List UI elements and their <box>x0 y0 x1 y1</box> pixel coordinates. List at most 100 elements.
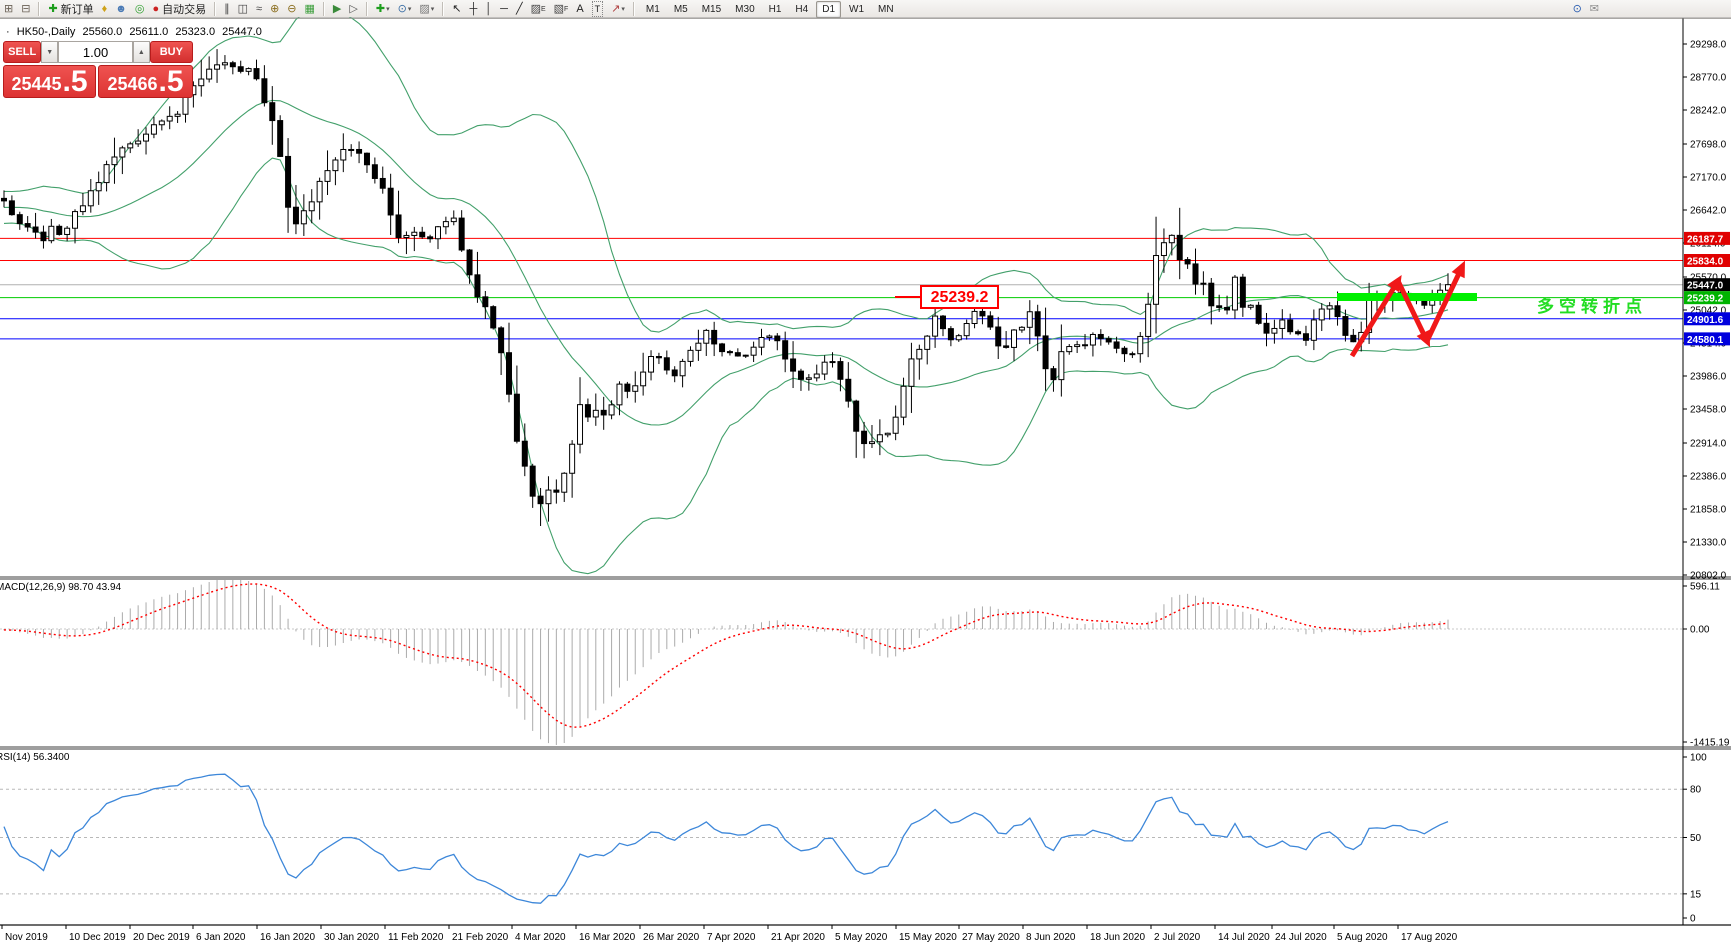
search-icon[interactable]: ⊙ <box>1570 1 1585 17</box>
vertical-line-button[interactable]: │ <box>482 1 495 17</box>
community-chat-icon[interactable]: ✉ <box>1587 1 1602 17</box>
indicators-button[interactable]: ✚ ▾ <box>373 1 393 17</box>
text-label-button[interactable]: T <box>589 1 607 17</box>
timeframe-button-h1[interactable]: H1 <box>768 3 782 15</box>
candle-body <box>206 68 213 80</box>
candle-body <box>726 351 733 354</box>
rsi-tick-label: 15 <box>1690 889 1702 900</box>
zoom-in-button[interactable]: ⊕ <box>267 1 282 17</box>
horizontal-line-button[interactable]: ─ <box>497 1 511 17</box>
candle-body <box>395 214 402 239</box>
dropdown-caret-icon[interactable]: ▾ <box>386 6 390 13</box>
candle-body <box>963 323 970 337</box>
zoom-out-button[interactable]: ⊖ <box>284 1 299 17</box>
volume-input[interactable]: 1.00 <box>58 41 133 63</box>
candle-body <box>292 206 299 225</box>
price-tick-label: 20802.0 <box>1690 571 1727 582</box>
buy-button[interactable]: BUY <box>149 41 193 63</box>
timeframe-button-mn[interactable]: MN <box>878 3 894 15</box>
timeframe-button-m1[interactable]: M1 <box>645 3 660 15</box>
line-chart-style-button[interactable]: ≈ <box>253 1 265 17</box>
timeframe-button-d1[interactable]: D1 <box>816 0 842 18</box>
candle-body <box>529 465 536 497</box>
dropdown-caret-icon[interactable]: ▾ <box>407 6 412 13</box>
volume-increase-button[interactable]: ▲ <box>132 41 150 63</box>
buy-price-display[interactable]: 25466 .5 <box>98 65 193 98</box>
new-order-label: 新订单 <box>60 4 94 16</box>
buy-price-main: 25466 <box>107 74 158 94</box>
cleanup-button[interactable]: ♦ <box>99 1 111 17</box>
candle-body <box>1018 326 1025 331</box>
candle-body <box>1145 303 1152 337</box>
tile-windows-button[interactable]: ▦ <box>302 1 318 17</box>
candle-body <box>348 148 355 151</box>
main-price-pane[interactable]: 25239.2 多空转折点 <box>0 9 1683 575</box>
expert-advisor-button[interactable]: ☻ <box>112 1 130 17</box>
timeframe-button-m5[interactable]: M5 <box>673 3 688 15</box>
toolbar-separator <box>214 2 217 16</box>
candle-body <box>892 416 899 434</box>
dropdown-caret-icon[interactable]: ▾ <box>621 6 625 13</box>
timeframe-button-m15[interactable]: M15 <box>701 3 722 15</box>
candle-body <box>853 400 860 432</box>
line-chart-style-icon: ≈ <box>256 3 263 15</box>
date-tick-label: 16 Mar 2020 <box>579 932 636 943</box>
candle-body <box>561 472 568 493</box>
crosshair-button[interactable]: ┼ <box>466 1 480 17</box>
fibonacci-icon: ▧ <box>553 3 565 15</box>
bollinger-lower-band <box>3 157 1449 575</box>
trendline-button[interactable]: ╱ <box>513 1 526 17</box>
fibonacci-button[interactable]: ▧ F <box>551 1 572 17</box>
candle-body <box>387 187 394 216</box>
candle-body <box>821 361 828 375</box>
candle-body <box>442 221 449 228</box>
bar-chart-style-button[interactable]: ∥ <box>221 1 233 17</box>
signal-button[interactable]: ◎ <box>132 1 148 17</box>
candle-body <box>1239 276 1246 308</box>
date-tick-label: 5 Aug 2020 <box>1337 932 1388 943</box>
sell-button[interactable]: SELL <box>3 41 42 63</box>
candle-body <box>1050 368 1057 381</box>
cleanup-icon: ♦ <box>101 3 108 15</box>
chart-window-button[interactable]: ⊞ <box>1 1 16 17</box>
price-tick-label: 23986.0 <box>1690 372 1727 383</box>
candlestick-style-button[interactable]: ◫ <box>235 1 251 17</box>
periods-button[interactable]: ⊙ ▾ <box>395 1 415 17</box>
candle-body <box>758 337 765 348</box>
sell-price-display[interactable]: 25445 .5 <box>3 65 97 98</box>
candle-body <box>1129 353 1136 356</box>
candle-body <box>1003 345 1010 348</box>
macd-pane[interactable] <box>0 579 1683 745</box>
chart-shift-button[interactable]: ▷ <box>346 1 360 17</box>
candle-body <box>971 310 978 325</box>
data-window-button[interactable]: ⊟ <box>18 1 33 17</box>
arrows-button[interactable]: ↗ ▾ <box>608 1 628 17</box>
zigzag-segment <box>1424 265 1465 343</box>
text-button[interactable]: A <box>573 1 586 17</box>
candle-body <box>1334 305 1341 318</box>
price-badge-24580.1 <box>1684 332 1730 346</box>
new-order-button[interactable]: ✚ 新订单 <box>45 1 96 17</box>
rsi-pane[interactable] <box>0 773 1683 904</box>
templates-button[interactable]: ▨ ▾ <box>416 1 437 17</box>
cursor-icon: ↖ <box>452 3 462 15</box>
price-callout-annotation[interactable]: 25239.2 <box>895 285 999 309</box>
candle-body <box>150 124 157 135</box>
autotrading-label: 自动交易 <box>162 4 207 16</box>
timeframe-button-m30[interactable]: M30 <box>735 3 755 15</box>
equidistant-channel-button[interactable]: ▨ E <box>528 1 549 17</box>
cursor-button[interactable]: ↖ <box>449 1 464 17</box>
candle-body <box>1208 282 1215 307</box>
autotrading-button[interactable]: ● 自动交易 <box>149 1 209 17</box>
auto-scroll-button[interactable]: ▶ <box>330 1 344 17</box>
trend-zigzag-annotation[interactable] <box>1349 260 1465 358</box>
dropdown-caret-icon[interactable]: ▾ <box>430 6 435 13</box>
symbol-timeframe-label: HK50-,Daily <box>16 26 76 38</box>
timeframe-button-h4[interactable]: H4 <box>795 3 809 15</box>
volume-decrease-button[interactable]: ▼ <box>41 41 59 63</box>
date-tick-label: 21 Feb 2020 <box>452 932 509 943</box>
price-tick-label: 25570.0 <box>1690 273 1727 284</box>
candle-body <box>545 489 552 505</box>
timeframe-button-w1[interactable]: W1 <box>849 3 865 15</box>
